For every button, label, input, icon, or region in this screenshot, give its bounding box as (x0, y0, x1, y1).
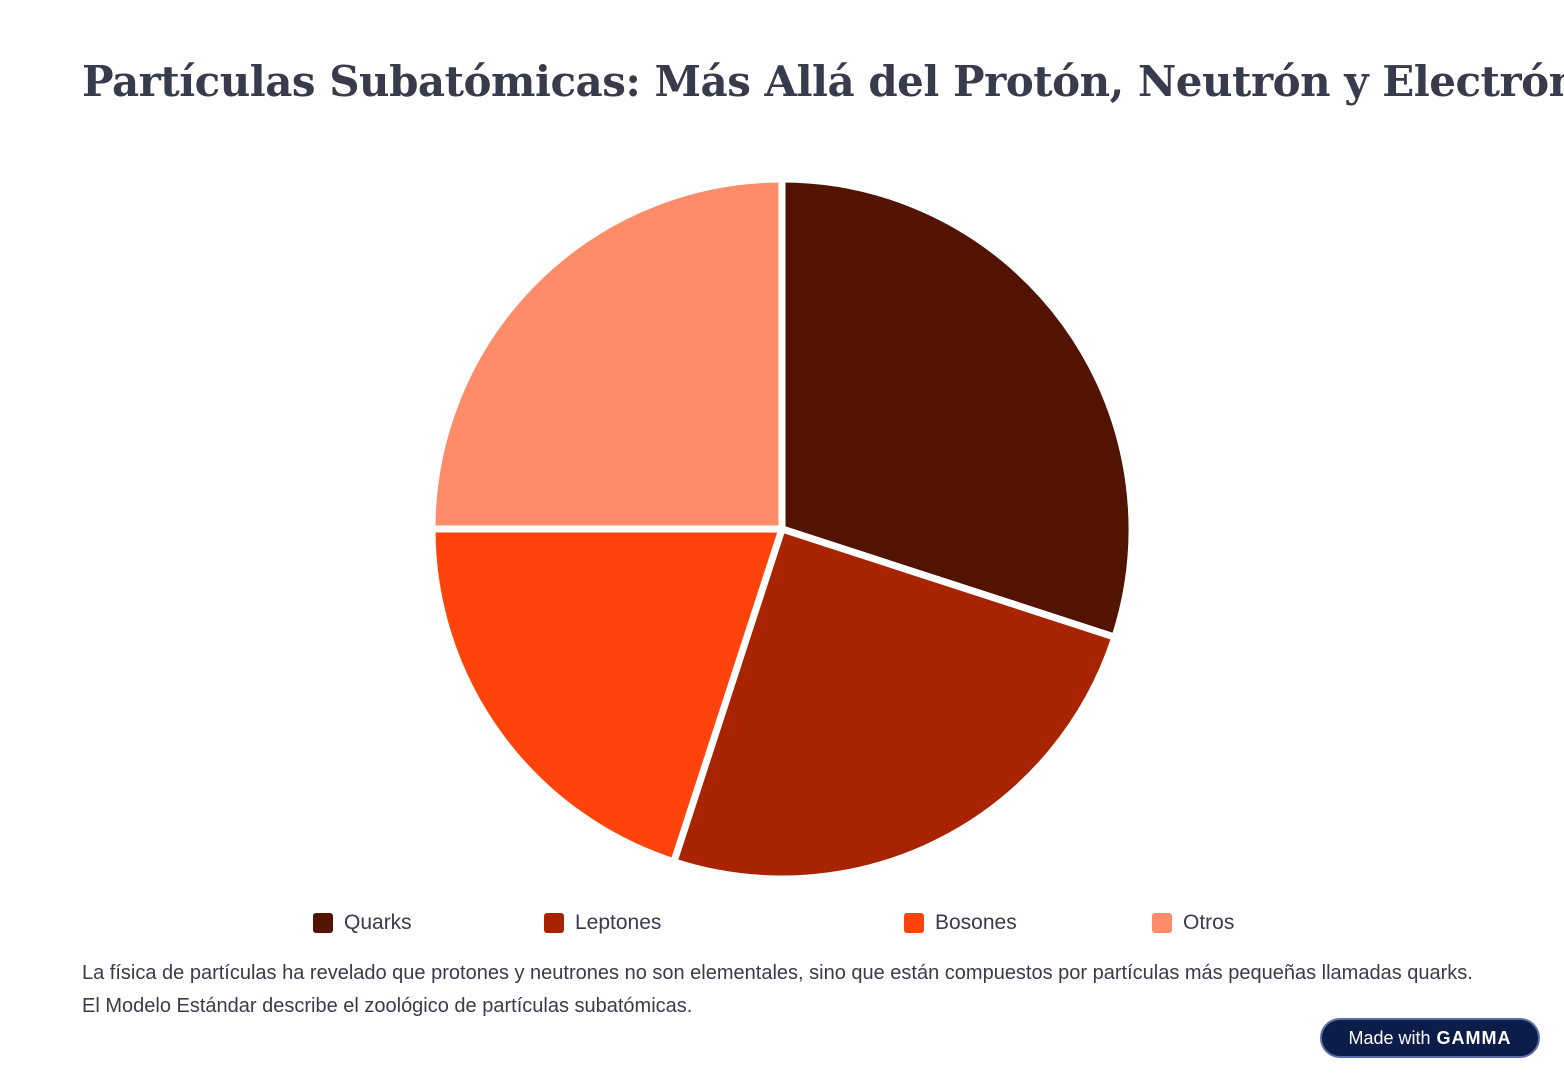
pie-slice-otros (428, 175, 786, 533)
legend-item-leptones: Leptones (544, 910, 661, 936)
gamma-logo: GAMMA (1436, 1027, 1512, 1048)
pie-slice-bosones (428, 525, 786, 866)
legend-swatch (544, 913, 564, 933)
legend-item-quarks: Quarks (313, 910, 412, 936)
pie-slice-quarks (778, 175, 1136, 641)
legend-label: Bosones (935, 911, 1017, 934)
pie-slice-leptones (670, 525, 1119, 883)
legend-label: Leptones (575, 911, 662, 934)
legend-swatch (1152, 913, 1172, 933)
legend-item-otros: Otros (1152, 910, 1234, 936)
description-text: La física de partículas ha revelado que … (82, 962, 1473, 1017)
legend-label: Quarks (344, 911, 412, 934)
legend-label: Otros (1183, 911, 1235, 934)
legend-item-bosones: Bosones (904, 910, 1017, 936)
legend-swatch (904, 913, 924, 933)
badge-prefix: Made with (1348, 1027, 1431, 1048)
made-with-gamma-badge[interactable]: Made with GAMMA (1320, 1018, 1540, 1058)
page-title: Partículas Subatómicas: Más Allá del Pro… (82, 57, 1564, 106)
legend-swatch (313, 913, 333, 933)
